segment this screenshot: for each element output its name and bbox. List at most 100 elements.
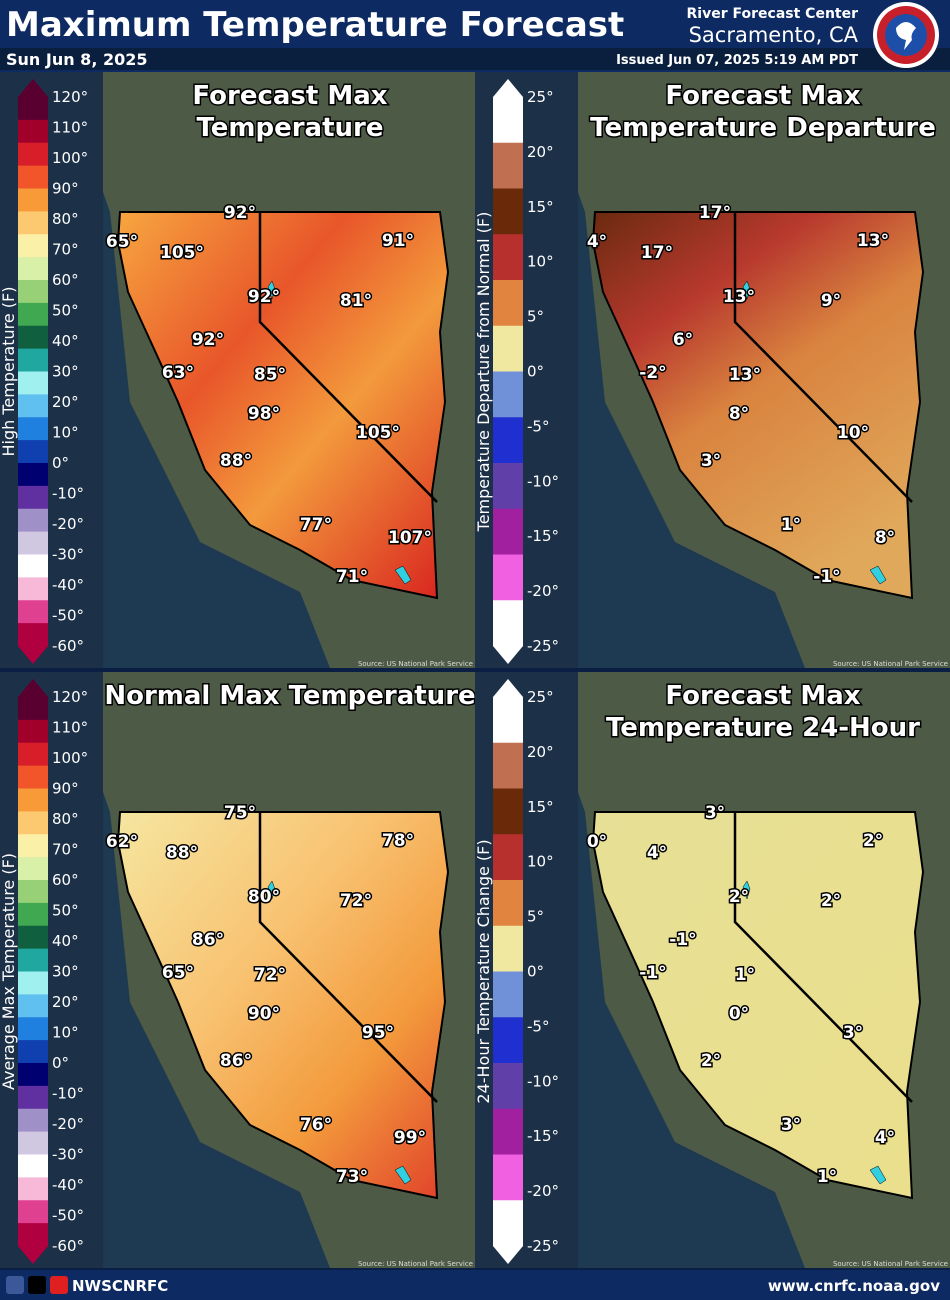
colorbar-swatch <box>18 485 48 510</box>
colorbar-swatch <box>18 1154 48 1178</box>
colorbar-cap <box>18 679 48 697</box>
map-value-label: 86° <box>192 930 224 950</box>
panel-title: Temperature Departure <box>590 113 936 143</box>
map-value-label: 72° <box>254 965 286 985</box>
footer-url: www.cnrfc.noaa.gov <box>768 1277 940 1295</box>
colorbar-tick-label: 25° <box>527 88 554 106</box>
salton-sea <box>394 1165 412 1185</box>
colorbar-cap <box>493 79 523 97</box>
colorbar-swatch <box>18 1085 48 1110</box>
colorbar-swatch <box>18 697 48 721</box>
colorbar-tick-label: 100° <box>52 749 88 767</box>
footer-handle: NWSCNRFC <box>72 1277 168 1295</box>
salton-sea <box>394 565 412 585</box>
map-value-label: 2° <box>701 1051 721 1071</box>
colorbar-swatch <box>493 1017 523 1064</box>
colorbar-swatch <box>18 577 48 601</box>
colorbar-swatch <box>18 1223 48 1247</box>
map-value-label: -2° <box>639 363 666 383</box>
state-border <box>258 812 438 1103</box>
map-value-label: 13° <box>857 231 889 251</box>
x-icon[interactable] <box>28 1276 46 1294</box>
colorbar-tick-label: -10° <box>527 472 559 490</box>
colorbar-swatch <box>493 417 523 464</box>
colorbar-swatch <box>18 142 48 167</box>
state-border <box>733 812 913 1103</box>
colorbar-swatch <box>493 1154 523 1201</box>
colorbar-swatch <box>18 188 48 212</box>
map-value-label: 3° <box>781 1115 801 1135</box>
colorbar-swatch <box>18 623 48 647</box>
map-value-label: 88° <box>220 451 252 471</box>
colorbar-swatch <box>493 788 523 835</box>
colorbar-tick-label: -10° <box>52 485 84 503</box>
state-border <box>733 212 913 503</box>
lake-tahoe <box>267 280 276 300</box>
colorbar-swatch <box>18 119 48 144</box>
colorbar-swatch <box>18 1200 48 1224</box>
colorbar-swatch <box>18 971 48 995</box>
map-value-label: 91° <box>382 231 414 251</box>
colorbar-swatch <box>18 1063 48 1087</box>
youtube-icon[interactable] <box>50 1276 68 1294</box>
facebook-icon[interactable] <box>6 1276 24 1294</box>
colorbar-tick-label: -15° <box>527 527 559 545</box>
colorbar-swatch <box>18 994 48 1018</box>
map-value-label: 0° <box>587 832 607 852</box>
colorbar-tick-label: -20° <box>52 515 84 533</box>
map-value-label: 10° <box>837 423 869 443</box>
colorbar-swatch <box>18 719 48 744</box>
colorbar-tick-label: 30° <box>52 963 79 981</box>
colorbar-axis-label: Temperature Departure from Normal (F) <box>474 212 493 533</box>
colorbar-tick-label: -5° <box>527 1017 549 1035</box>
colorbar-tick-label: 10° <box>52 1024 79 1042</box>
colorbar-swatch <box>18 165 48 189</box>
colorbar-tick-label: 20° <box>52 393 79 411</box>
colorbar-tick-label: 110° <box>52 119 88 137</box>
colorbar-tick-label: 120° <box>52 88 88 106</box>
colorbar-tick-label: 25° <box>527 688 554 706</box>
colorbar-swatch <box>18 834 48 858</box>
colorbar-tick-label: 10° <box>52 424 79 442</box>
map-value-label: 76° <box>300 1115 332 1135</box>
colorbar-swatch <box>493 142 523 189</box>
header-location: Sacramento, CA <box>689 23 859 47</box>
map-value-label: 92° <box>248 287 280 307</box>
map-value-label: 65° <box>162 963 194 983</box>
map-value-label: 17° <box>699 203 731 223</box>
colorbar-tick-label: -60° <box>52 1237 84 1255</box>
footer-bar <box>0 1270 950 1300</box>
panel-title: Forecast Max <box>665 681 860 711</box>
colorbar-swatch <box>18 440 48 464</box>
colorbar-tick-label: -20° <box>527 1182 559 1200</box>
map-value-label: 99° <box>394 1128 426 1148</box>
colorbar-swatch <box>493 834 523 881</box>
colorbar-swatch <box>493 463 523 510</box>
map-value-label: 6° <box>673 330 693 350</box>
colorbar-bg <box>475 72 578 668</box>
colorbar-swatch <box>18 417 48 441</box>
colorbar-swatch <box>18 1040 48 1064</box>
colorbar-tick-label: 15° <box>527 198 554 216</box>
panel-title: Temperature <box>196 113 383 143</box>
map-value-label: 2° <box>821 891 841 911</box>
colorbar-swatch <box>18 280 48 304</box>
colorbar-swatch <box>18 1108 48 1133</box>
map-value-label: 2° <box>729 887 749 907</box>
map-value-label: 92° <box>192 330 224 350</box>
map-value-label: 3° <box>843 1023 863 1043</box>
map-value-label: 2° <box>863 831 883 851</box>
header-date: Sun Jun 8, 2025 <box>6 50 148 69</box>
colorbar-swatch <box>18 348 48 372</box>
colorbar-swatch <box>18 463 48 487</box>
colorbar-tick-label: 80° <box>52 810 79 828</box>
colorbar-swatch <box>18 554 48 578</box>
map-value-label: 72° <box>340 891 372 911</box>
colorbar-tick-label: 90° <box>52 180 79 198</box>
colorbar-swatch <box>493 600 523 647</box>
colorbar-tick-label: 70° <box>52 841 79 859</box>
colorbar-tick-label: -30° <box>52 546 84 564</box>
panel-title: Temperature 24-Hour <box>606 713 920 743</box>
map-value-label: 13° <box>723 287 755 307</box>
